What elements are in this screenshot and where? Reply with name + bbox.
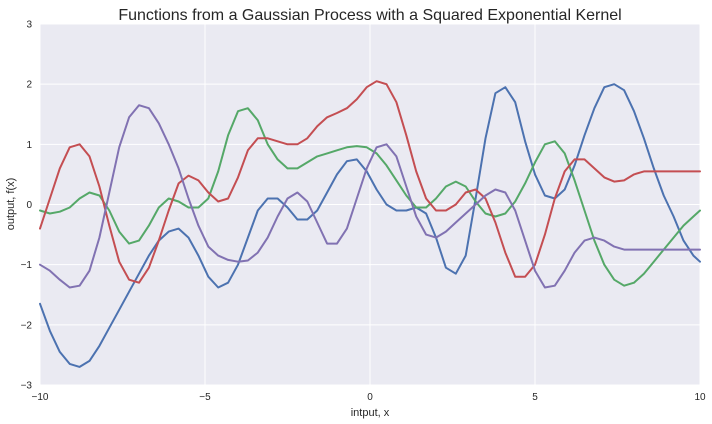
y-tick-label: −3 — [21, 381, 33, 392]
y-tick-label: −2 — [21, 320, 33, 331]
y-tick-labels: −3 −2 −1 0 1 2 3 — [21, 20, 33, 392]
y-axis-label: output, f(x) — [5, 178, 17, 231]
series-line-1 — [39, 83, 701, 368]
x-tick-label: −5 — [199, 392, 211, 403]
series-line-4 — [39, 104, 701, 289]
y-tick-label: 1 — [26, 140, 32, 151]
series-line-2 — [39, 107, 701, 287]
y-tick-label: 0 — [26, 200, 32, 211]
x-tick-label: 0 — [367, 392, 373, 403]
x-axis-label: intput, x — [351, 407, 390, 419]
x-tick-labels: −10 −5 0 5 10 — [32, 392, 706, 403]
y-tick-label: −1 — [21, 260, 33, 271]
x-tick-label: 5 — [532, 392, 538, 403]
y-tick-label: 2 — [26, 80, 32, 91]
series-lines — [39, 80, 701, 368]
y-tick-label: 3 — [26, 20, 32, 31]
series-line-3 — [39, 80, 701, 284]
chart-title: Functions from a Gaussian Process with a… — [118, 7, 621, 24]
x-tick-label: 10 — [694, 392, 706, 403]
x-tick-label: −10 — [32, 392, 49, 403]
